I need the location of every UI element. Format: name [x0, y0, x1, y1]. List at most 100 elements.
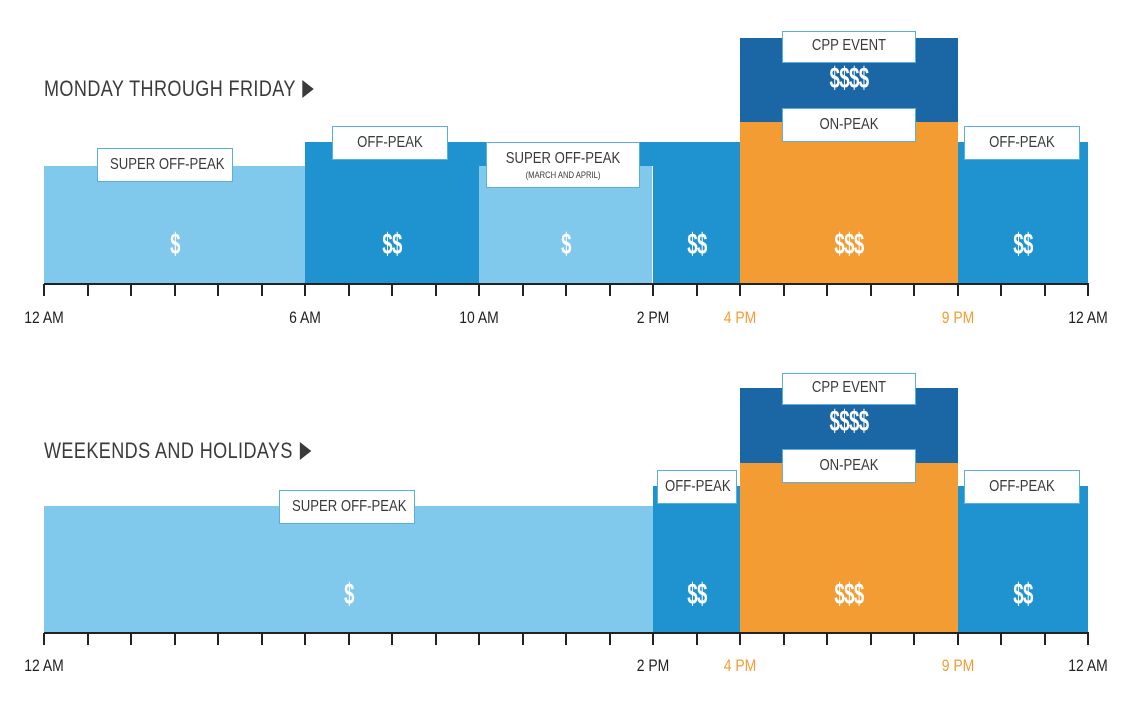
period-bar-off-peak — [305, 142, 479, 283]
axis-tick — [739, 284, 741, 296]
price-indicator: $$ — [382, 228, 402, 261]
period-label: OFF-PEAK — [964, 470, 1080, 504]
section-title-text: MONDAY THROUGH FRIDAY — [44, 76, 296, 101]
price-indicator: $$$ — [834, 578, 864, 611]
axis-tick — [173, 633, 176, 645]
period-bar-on-peak — [740, 463, 958, 632]
price-indicator: $ — [169, 228, 180, 261]
axis-tick-label: 6 AM — [289, 308, 321, 327]
axis-tick — [434, 633, 437, 645]
axis-tick-label: 4 PM — [723, 656, 757, 675]
axis-tick — [478, 284, 480, 296]
axis-tick-label: 4 PM — [723, 308, 757, 327]
axis-tick-label: 2 PM — [636, 308, 670, 327]
axis-tick — [43, 633, 45, 645]
axis-tick — [43, 284, 45, 296]
price-indicator: $$ — [1013, 228, 1033, 261]
axis-tick — [86, 633, 89, 645]
axis-tick — [956, 633, 959, 645]
axis-tick — [565, 633, 567, 645]
period-label-subtext: (MARCH AND APRIL) — [525, 170, 601, 180]
axis-tick — [565, 284, 567, 296]
axis-tick — [869, 284, 872, 296]
period-label: ON-PEAK — [781, 449, 916, 483]
period-label-text: SUPER OFF-PEAK — [292, 498, 407, 515]
period-bar-on-peak — [740, 122, 958, 283]
axis-tick — [391, 633, 393, 645]
axis-tick — [86, 284, 89, 296]
axis-tick — [1043, 633, 1046, 645]
price-indicator: $ — [561, 228, 571, 261]
axis-tick — [608, 633, 611, 645]
price-indicator: $$ — [686, 578, 707, 611]
axis-tick — [347, 633, 350, 645]
cpp-event-label-text: CPP EVENT — [811, 379, 886, 396]
axis-tick-label: 12 AM — [1068, 308, 1108, 327]
period-label: OFF-PEAK — [964, 126, 1080, 160]
period-label: ON-PEAK — [781, 108, 916, 142]
axis-tick — [130, 284, 132, 296]
triangle-right-icon — [302, 80, 314, 98]
axis-tick — [956, 284, 959, 296]
axis-tick — [695, 633, 698, 645]
axis-tick — [652, 284, 654, 296]
axis-tick — [478, 633, 480, 645]
axis-tick-label: 12 AM — [24, 308, 64, 327]
cpp-price-indicator: $$$$ — [829, 405, 869, 438]
period-bar-super-off-peak — [44, 166, 305, 283]
period-bar-off-peak — [653, 142, 740, 283]
period-label: SUPER OFF-PEAK (MARCH AND APRIL) — [486, 142, 640, 188]
axis-tick — [391, 284, 393, 296]
price-indicator: $$ — [1013, 578, 1033, 611]
period-label: OFF-PEAK — [657, 470, 737, 504]
period-label-text: SUPER OFF-PEAK — [110, 156, 225, 173]
axis-tick — [1087, 284, 1089, 296]
period-bar-off-peak — [957, 486, 1088, 632]
period-label-text: OFF-PEAK — [989, 478, 1055, 495]
axis-tick — [782, 633, 785, 645]
axis-tick-label: 2 PM — [636, 656, 670, 675]
axis-tick-label: 9 PM — [941, 308, 974, 327]
period-label-text: ON-PEAK — [819, 116, 879, 133]
axis-tick — [1000, 284, 1002, 296]
axis-tick — [739, 633, 741, 645]
period-label-text: ON-PEAK — [819, 457, 879, 474]
axis-tick — [304, 284, 306, 296]
price-indicator: $$$ — [834, 228, 864, 261]
axis-tick — [826, 633, 828, 645]
axis-tick — [782, 284, 785, 296]
axis-tick — [608, 284, 611, 296]
period-label-text: SUPER OFF-PEAK — [505, 150, 621, 167]
axis-tick — [652, 633, 654, 645]
section-title-text: WEEKENDS AND HOLIDAYS — [44, 438, 293, 463]
axis-tick — [695, 284, 698, 296]
axis-tick — [1043, 284, 1046, 296]
axis-tick — [521, 633, 524, 645]
period-bar-off-peak — [957, 142, 1088, 283]
axis-tick — [260, 284, 263, 296]
axis-tick — [1000, 633, 1002, 645]
axis-tick — [173, 284, 176, 296]
axis-tick — [521, 284, 524, 296]
axis-tick — [434, 284, 437, 296]
triangle-right-icon — [299, 442, 311, 460]
cpp-price-indicator: $$$$ — [829, 62, 869, 95]
price-indicator: $$ — [686, 228, 707, 261]
period-label-text: OFF-PEAK — [989, 134, 1055, 151]
axis-tick — [304, 633, 306, 645]
axis-tick-label: 12 AM — [1068, 656, 1108, 675]
axis-tick — [869, 633, 872, 645]
period-label-text: OFF-PEAK — [665, 478, 731, 495]
price-indicator: $ — [343, 578, 354, 611]
cpp-event-label: CPP EVENT — [781, 31, 916, 63]
section-title: MONDAY THROUGH FRIDAY — [44, 76, 314, 102]
period-label: SUPER OFF-PEAK — [279, 490, 415, 524]
axis-tick — [913, 633, 915, 645]
section-title: WEEKENDS AND HOLIDAYS — [44, 438, 311, 464]
axis-tick — [347, 284, 350, 296]
axis-tick — [260, 633, 263, 645]
period-label-text: OFF-PEAK — [357, 134, 423, 151]
axis-tick-label: 10 AM — [459, 308, 499, 327]
period-bar-off-peak — [653, 486, 740, 632]
axis-tick — [1087, 633, 1089, 645]
